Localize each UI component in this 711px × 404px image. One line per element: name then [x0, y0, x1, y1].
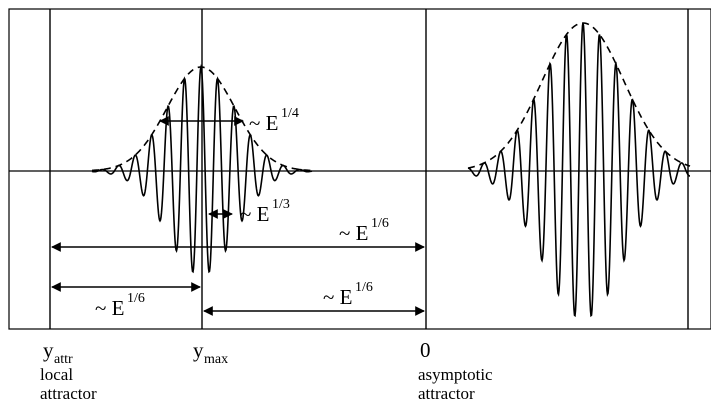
- svg-text:attr: attr: [54, 352, 73, 367]
- plot-frame: [8, 8, 711, 330]
- svg-text:~ E: ~ E: [249, 111, 278, 135]
- svg-text:y: y: [193, 338, 204, 362]
- envelope-width-label: ~ E 1/4: [249, 106, 299, 135]
- svg-text:~ E: ~ E: [95, 296, 124, 320]
- y-attr-label: y attr: [43, 338, 73, 367]
- zero-label: 0: [420, 338, 431, 362]
- left-wave-packet: [91, 63, 313, 274]
- svg-text:1/6: 1/6: [127, 291, 145, 306]
- zero-caption-line1: asymptotic: [418, 365, 493, 384]
- y-attr-caption-line1: local: [40, 365, 73, 384]
- svg-text:max: max: [204, 352, 228, 367]
- svg-text:y: y: [43, 338, 54, 362]
- zero-caption-line2: attractor: [418, 384, 475, 403]
- svg-text:~ E: ~ E: [323, 285, 352, 309]
- right-envelope-dashed: [467, 22, 691, 169]
- attr-to-max-label: ~ E 1/6: [95, 291, 145, 320]
- svg-text:1/3: 1/3: [272, 197, 290, 212]
- max-to-zero-label: ~ E 1/6: [323, 280, 373, 309]
- right-wave-packet: [467, 22, 690, 318]
- attr-to-zero-label: ~ E 1/6: [339, 216, 389, 245]
- left-envelope-dashed: [92, 66, 312, 172]
- svg-text:1/4: 1/4: [281, 106, 299, 121]
- y-attr-caption-line2: attractor: [40, 384, 97, 403]
- svg-text:1/6: 1/6: [355, 280, 373, 295]
- wavelength-label: ~ E 1/3: [240, 197, 290, 226]
- svg-text:~ E: ~ E: [339, 221, 368, 245]
- svg-text:~ E: ~ E: [240, 202, 269, 226]
- svg-text:1/6: 1/6: [371, 216, 389, 231]
- y-max-label: y max: [193, 338, 228, 367]
